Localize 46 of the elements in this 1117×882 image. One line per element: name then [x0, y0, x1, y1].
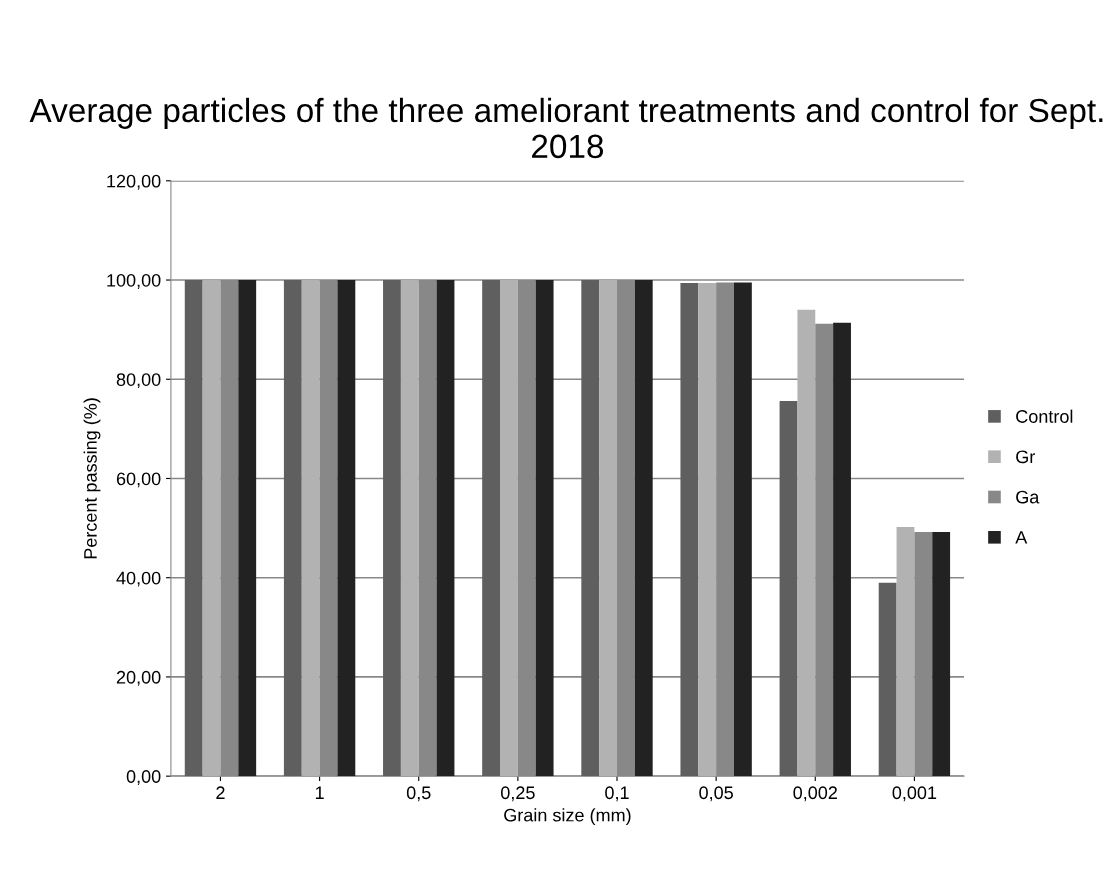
y-tick-label: 60,00 [116, 472, 161, 488]
bar [878, 582, 897, 777]
bar [833, 322, 851, 777]
bar [680, 283, 699, 777]
bar [779, 401, 798, 777]
bar [184, 280, 203, 777]
y-tick-label: 100,00 [107, 273, 161, 289]
bar [436, 280, 455, 777]
bar [337, 280, 356, 777]
chart-title: Average particles of the three ameliorant treatments and control for Sept. 2018 [29, 97, 1103, 159]
bar [599, 280, 617, 777]
y-tick-label: 40,00 [116, 571, 161, 587]
x-tick-label: 0,001 [892, 786, 937, 802]
x-tick-label: 0,05 [699, 786, 733, 802]
bar [896, 527, 915, 777]
y-axis-title: Percent passing (%) [83, 398, 101, 559]
x-tick-label: 1 [315, 786, 324, 799]
y-tick-label: 20,00 [116, 670, 161, 686]
x-axis-title: Grain size (mm) [504, 808, 631, 826]
bar [500, 280, 518, 777]
bar [733, 282, 752, 777]
x-tick-label: 2 [216, 786, 225, 799]
x-tick-label: 0,5 [406, 786, 431, 802]
bar [482, 280, 501, 777]
legend-label: Gr [1016, 450, 1035, 464]
x-tick-label: 0,002 [793, 786, 837, 802]
bar [797, 309, 816, 777]
bar [932, 532, 951, 777]
bar [634, 280, 653, 777]
bar [581, 280, 600, 777]
bar [400, 280, 419, 777]
bar [698, 283, 717, 777]
legend-label: Control [1016, 409, 1073, 423]
x-tick-label: 0,25 [501, 786, 535, 802]
bar [283, 280, 302, 777]
bar [383, 280, 401, 777]
bar [535, 280, 554, 777]
y-tick-label: 0,00 [126, 770, 161, 786]
bar [238, 280, 257, 777]
bar [301, 280, 320, 777]
legend-label: A [1015, 531, 1028, 544]
bar [202, 280, 221, 777]
legend-label: Ga [1016, 490, 1040, 504]
y-tick-label: 120,00 [107, 174, 161, 190]
x-tick-label: 0,1 [605, 786, 629, 802]
y-tick-label: 80,00 [116, 373, 161, 389]
